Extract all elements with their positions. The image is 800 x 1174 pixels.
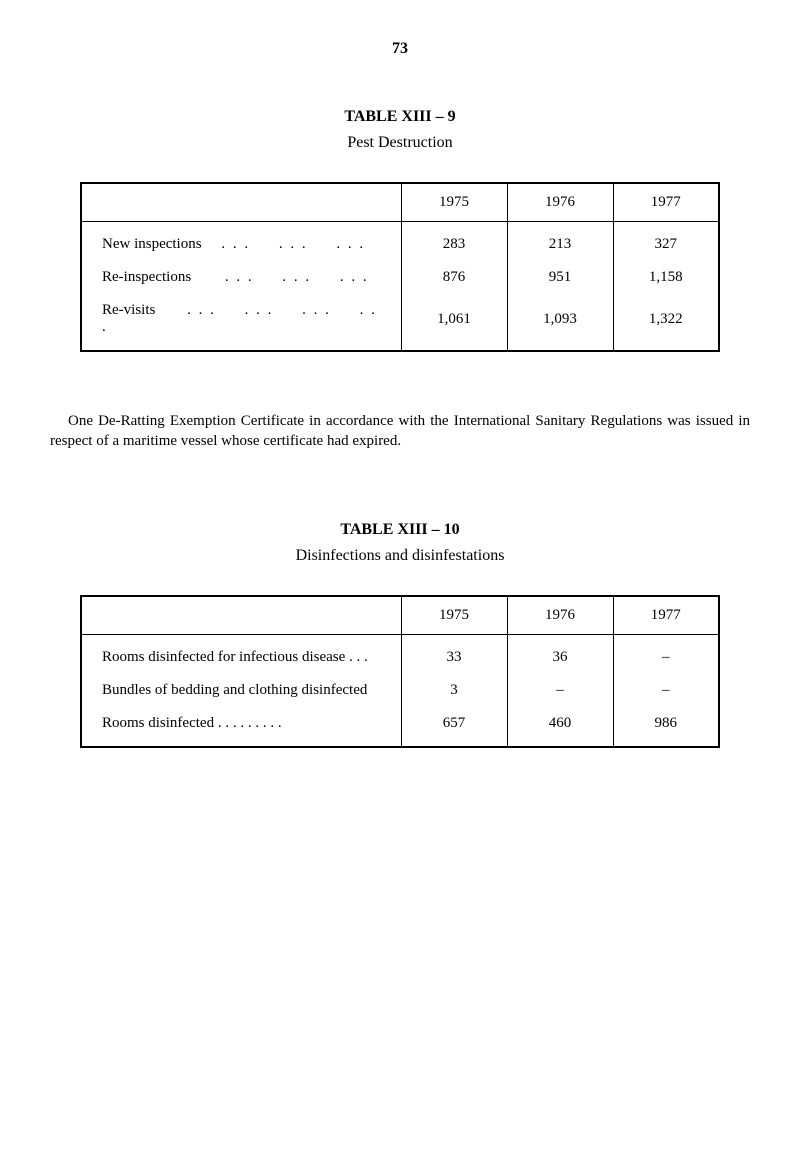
table-cell: 327: [613, 222, 719, 262]
row-label: Re-visits . . . . . . . . . . . .: [81, 294, 401, 351]
row-label: Rooms disinfected . . . . . . . . .: [81, 707, 401, 747]
row-label: Re-inspections . . . . . . . . .: [81, 261, 401, 294]
page-number: 73: [50, 40, 750, 58]
table-cell: –: [613, 674, 719, 707]
table-cell: 1,322: [613, 294, 719, 351]
table1-header-1977: 1977: [613, 183, 719, 222]
table-cell: 3: [401, 674, 507, 707]
table1-subtitle: Pest Destruction: [50, 134, 750, 152]
row-label: Bundles of bedding and clothing disinfec…: [81, 674, 401, 707]
table-cell: 876: [401, 261, 507, 294]
table2-header-1975: 1975: [401, 596, 507, 635]
table2-header-1977: 1977: [613, 596, 719, 635]
disinfections-table: 1975 1976 1977 Rooms disinfected for inf…: [80, 595, 720, 748]
table-cell: 1,158: [613, 261, 719, 294]
table-row: Bundles of bedding and clothing disinfec…: [81, 674, 719, 707]
table2-subtitle: Disinfections and disinfestations: [50, 547, 750, 565]
table-cell: 213: [507, 222, 613, 262]
table-row: Re-inspections . . . . . . . . . 876 951…: [81, 261, 719, 294]
table-row: Rooms disinfected for infectious disease…: [81, 635, 719, 675]
table2-header-blank: [81, 596, 401, 635]
table-cell: 36: [507, 635, 613, 675]
table-cell: 283: [401, 222, 507, 262]
table-row: Re-visits . . . . . . . . . . . . 1,061 …: [81, 294, 719, 351]
table1-header-blank: [81, 183, 401, 222]
table-cell: 657: [401, 707, 507, 747]
table-cell: –: [613, 635, 719, 675]
table1-header-1975: 1975: [401, 183, 507, 222]
table-cell: –: [507, 674, 613, 707]
table-row: Rooms disinfected . . . . . . . . . 657 …: [81, 707, 719, 747]
table-row: New inspections . . . . . . . . . 283 21…: [81, 222, 719, 262]
row-label: Rooms disinfected for infectious disease…: [81, 635, 401, 675]
table2-header-1976: 1976: [507, 596, 613, 635]
table-cell: 1,093: [507, 294, 613, 351]
table1-title: TABLE XIII – 9: [50, 108, 750, 126]
table-cell: 460: [507, 707, 613, 747]
table-cell: 33: [401, 635, 507, 675]
deratting-paragraph: One De-Ratting Exemption Certificate in …: [50, 412, 750, 451]
row-label: New inspections . . . . . . . . .: [81, 222, 401, 262]
table-cell: 986: [613, 707, 719, 747]
table1-header-1976: 1976: [507, 183, 613, 222]
table2-title: TABLE XIII – 10: [50, 521, 750, 539]
table-cell: 1,061: [401, 294, 507, 351]
table-cell: 951: [507, 261, 613, 294]
pest-destruction-table: 1975 1976 1977 New inspections . . . . .…: [80, 182, 720, 352]
